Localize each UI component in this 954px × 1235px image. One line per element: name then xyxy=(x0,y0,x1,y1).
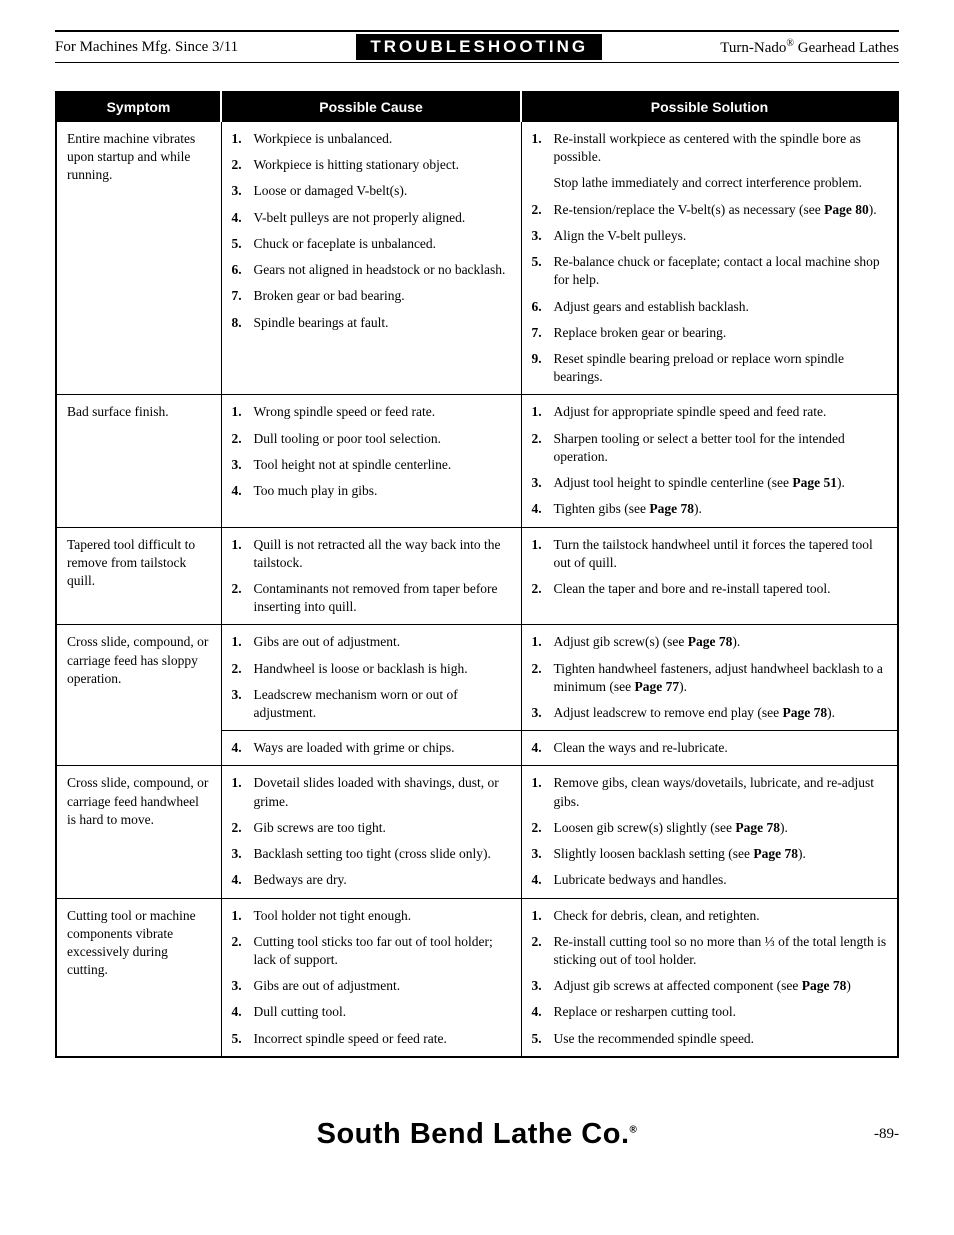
list-item: 4.Clean the ways and re-lubricate. xyxy=(532,739,888,757)
list-item: 3.Loose or damaged V-belt(s). xyxy=(232,182,511,200)
list-item: 3.Align the V-belt pulleys. xyxy=(532,227,888,245)
list-item: 3.Slightly loosen backlash setting (see … xyxy=(532,845,888,863)
th-cause: Possible Cause xyxy=(221,92,521,122)
list-item: Stop lathe immediately and correct inter… xyxy=(532,174,888,192)
list-item: 8.Spindle bearings at fault. xyxy=(232,314,511,332)
symptom-cell: Cross slide, compound, or carriage feed … xyxy=(56,625,221,766)
list-item: 4.Too much play in gibs. xyxy=(232,482,511,500)
list-item: 2.Re-tension/replace the V-belt(s) as ne… xyxy=(532,201,888,219)
list-item: 2.Contaminants not removed from taper be… xyxy=(232,580,511,616)
list-item: 4.Lubricate bedways and handles. xyxy=(532,871,888,889)
list-item: 7.Replace broken gear or bearing. xyxy=(532,324,888,342)
page-number: -89- xyxy=(874,1126,899,1143)
list-item: 5.Re-balance chuck or faceplate; contact… xyxy=(532,253,888,289)
list-item: 2.Clean the taper and bore and re-instal… xyxy=(532,580,888,598)
solution-cell: 1.Adjust gib screw(s) (see Page 78). 2.Ti… xyxy=(521,625,898,731)
symptom-cell: Tapered tool difficult to remove from ta… xyxy=(56,527,221,625)
list-item: 5.Incorrect spindle speed or feed rate. xyxy=(232,1030,511,1048)
list-item: 1.Wrong spindle speed or feed rate. xyxy=(232,403,511,421)
solution-cell: 1.Re-install workpiece as centered with … xyxy=(521,122,898,395)
symptom-cell: Entire machine vibrates upon startup and… xyxy=(56,122,221,395)
symptom-cell: Cutting tool or machine components vibra… xyxy=(56,898,221,1057)
list-item: 2.Loosen gib screw(s) slightly (see Page… xyxy=(532,819,888,837)
list-item: 5.Use the recommended spindle speed. xyxy=(532,1030,888,1048)
troubleshooting-table: Symptom Possible Cause Possible Solution… xyxy=(55,91,899,1058)
list-item: 2.Gib screws are too tight. xyxy=(232,819,511,837)
list-item: 3.Adjust leadscrew to remove end play (s… xyxy=(532,704,888,722)
list-item: 1.Tool holder not tight enough. xyxy=(232,907,511,925)
list-item: 1.Re-install workpiece as centered with … xyxy=(532,130,888,166)
list-item: 3.Backlash setting too tight (cross slid… xyxy=(232,845,511,863)
cause-cell: 1.Tool holder not tight enough. 2.Cutting… xyxy=(221,898,521,1057)
list-item: 4.V-belt pulleys are not properly aligne… xyxy=(232,209,511,227)
list-item: 3.Adjust tool height to spindle centerli… xyxy=(532,474,888,492)
list-item: 1.Turn the tailstock handwheel until it … xyxy=(532,536,888,572)
list-item: 9.Reset spindle bearing preload or repla… xyxy=(532,350,888,386)
footer-brand: South Bend Lathe Co.® xyxy=(317,1118,638,1151)
list-item: 3.Leadscrew mechanism worn or out of adj… xyxy=(232,686,511,722)
symptom-cell: Cross slide, compound, or carriage feed … xyxy=(56,766,221,898)
list-item: 2.Handwheel is loose or backlash is high… xyxy=(232,660,511,678)
page-footer: South Bend Lathe Co.® -89- xyxy=(55,1118,899,1151)
header-title: TROUBLESHOOTING xyxy=(356,34,602,60)
th-symptom: Symptom xyxy=(56,92,221,122)
list-item: 4.Replace or resharpen cutting tool. xyxy=(532,1003,888,1021)
header-left: For Machines Mfg. Since 3/11 xyxy=(55,39,238,56)
cause-cell: 1.Wrong spindle speed or feed rate. 2.Dul… xyxy=(221,395,521,527)
list-item: 1.Check for debris, clean, and retighten… xyxy=(532,907,888,925)
list-item: 6.Adjust gears and establish backlash. xyxy=(532,298,888,316)
list-item: 2.Dull tooling or poor tool selection. xyxy=(232,430,511,448)
cause-cell: 4.Ways are loaded with grime or chips. xyxy=(221,731,521,766)
cause-cell: 1.Gibs are out of adjustment. 2.Handwheel… xyxy=(221,625,521,731)
list-item: 3.Tool height not at spindle centerline. xyxy=(232,456,511,474)
solution-cell: 1.Turn the tailstock handwheel until it … xyxy=(521,527,898,625)
list-item: 2.Workpiece is hitting stationary object… xyxy=(232,156,511,174)
list-item: 2.Tighten handwheel fasteners, adjust ha… xyxy=(532,660,888,696)
symptom-cell: Bad surface finish. xyxy=(56,395,221,527)
list-item: 5.Chuck or faceplate is unbalanced. xyxy=(232,235,511,253)
list-item: 1.Adjust for appropriate spindle speed a… xyxy=(532,403,888,421)
list-item: 1.Dovetail slides loaded with shavings, … xyxy=(232,774,511,810)
list-item: 1.Remove gibs, clean ways/dovetails, lub… xyxy=(532,774,888,810)
cause-cell: 1.Quill is not retracted all the way bac… xyxy=(221,527,521,625)
cause-cell: 1.Dovetail slides loaded with shavings, … xyxy=(221,766,521,898)
list-item: 1.Adjust gib screw(s) (see Page 78). xyxy=(532,633,888,651)
list-item: 7.Broken gear or bad bearing. xyxy=(232,287,511,305)
list-item: 3.Adjust gib screws at affected componen… xyxy=(532,977,888,995)
th-solution: Possible Solution xyxy=(521,92,898,122)
page-header: For Machines Mfg. Since 3/11 TROUBLESHOO… xyxy=(55,30,899,63)
list-item: 1.Gibs are out of adjustment. xyxy=(232,633,511,651)
list-item: 3.Gibs are out of adjustment. xyxy=(232,977,511,995)
cause-cell: 1.Workpiece is unbalanced. 2.Workpiece is… xyxy=(221,122,521,395)
list-item: 2.Cutting tool sticks too far out of too… xyxy=(232,933,511,969)
solution-cell: 4.Clean the ways and re-lubricate. xyxy=(521,731,898,766)
solution-cell: 1.Remove gibs, clean ways/dovetails, lub… xyxy=(521,766,898,898)
list-item: 4.Ways are loaded with grime or chips. xyxy=(232,739,511,757)
solution-cell: 1.Adjust for appropriate spindle speed a… xyxy=(521,395,898,527)
list-item: 1.Workpiece is unbalanced. xyxy=(232,130,511,148)
solution-cell: 1.Check for debris, clean, and retighten… xyxy=(521,898,898,1057)
list-item: 1.Quill is not retracted all the way bac… xyxy=(232,536,511,572)
list-item: 2.Sharpen tooling or select a better too… xyxy=(532,430,888,466)
list-item: 4.Dull cutting tool. xyxy=(232,1003,511,1021)
list-item: 2.Re-install cutting tool so no more tha… xyxy=(532,933,888,969)
list-item: 6.Gears not aligned in headstock or no b… xyxy=(232,261,511,279)
header-right: Turn-Nado® Gearhead Lathes xyxy=(720,38,899,57)
list-item: 4.Bedways are dry. xyxy=(232,871,511,889)
list-item: 4.Tighten gibs (see Page 78). xyxy=(532,500,888,518)
